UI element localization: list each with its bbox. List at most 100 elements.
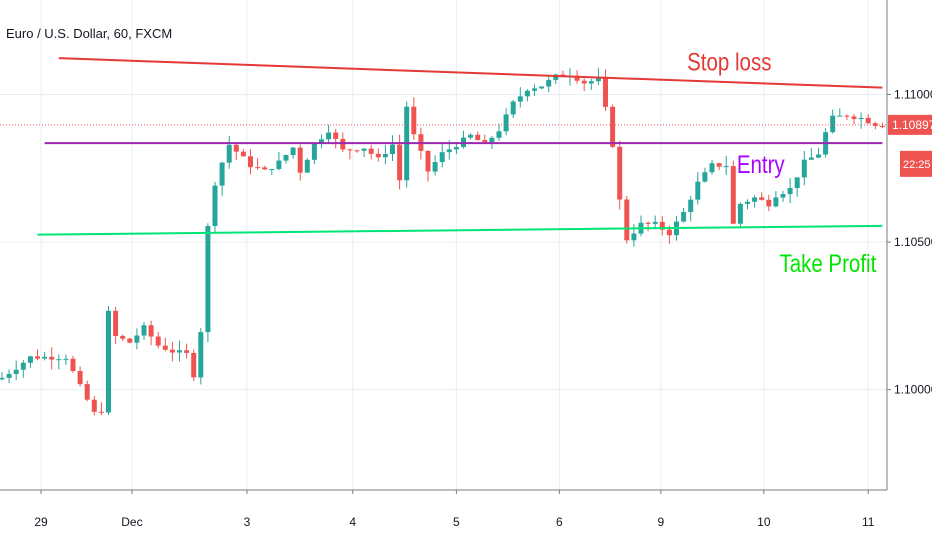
- candle-body: [652, 221, 658, 224]
- candle-body: [709, 163, 715, 173]
- candle-body: [581, 80, 587, 84]
- candle-body: [865, 117, 871, 124]
- candle-body: [42, 356, 48, 359]
- candle-body: [333, 132, 339, 139]
- candle-body: [631, 233, 637, 241]
- candle-body: [297, 147, 303, 173]
- candle-body: [91, 399, 97, 412]
- candle-body: [141, 325, 147, 336]
- candle-body: [752, 197, 758, 202]
- candle-body: [283, 155, 289, 161]
- candle-body: [546, 79, 552, 87]
- candle-body: [780, 194, 786, 198]
- candle-body: [248, 156, 253, 168]
- candle-body: [745, 201, 750, 204]
- candle-body: [837, 115, 843, 117]
- candle-body: [695, 181, 701, 200]
- candle-body: [98, 411, 104, 413]
- candle-body: [496, 131, 502, 138]
- candle-body: [432, 162, 438, 172]
- candle-body: [681, 211, 687, 222]
- candle-body: [730, 166, 736, 224]
- candle-body: [723, 166, 729, 168]
- candle-body: [801, 159, 807, 178]
- candle-body: [340, 138, 346, 150]
- chart-axes: 1.10000 1.10500 1.11000 29 Dec 3 4 5 6 9 10 11 1.108…: [0, 0, 932, 529]
- candle-body: [808, 157, 814, 160]
- x-tick-label: 10: [757, 515, 771, 529]
- candle-body: [354, 150, 360, 152]
- candle-body: [368, 148, 374, 154]
- candle-body: [63, 358, 69, 360]
- candle-body: [453, 147, 459, 150]
- x-tick-label: 29: [34, 515, 48, 529]
- candle-body: [794, 177, 800, 189]
- candle-body: [382, 154, 388, 158]
- candle-body: [510, 101, 516, 115]
- y-tick-label: 1.10500: [894, 235, 932, 249]
- candle-body: [787, 188, 793, 195]
- candle-body: [517, 96, 523, 102]
- candle-body: [716, 163, 722, 167]
- candle-body: [319, 139, 324, 144]
- candle-body: [489, 137, 495, 143]
- candle-body: [553, 74, 559, 80]
- candle-body: [666, 229, 672, 236]
- candle-body: [773, 197, 779, 207]
- candle-body: [27, 356, 33, 363]
- candle-body: [617, 146, 623, 200]
- countdown-label: 22:25: [903, 159, 931, 171]
- x-tick-label: 4: [349, 515, 356, 529]
- candle-body: [688, 199, 694, 212]
- candle-body: [347, 149, 353, 151]
- candle-body: [169, 349, 175, 353]
- candle-body: [645, 222, 651, 224]
- candle-body: [503, 114, 509, 132]
- candle-body: [759, 197, 765, 200]
- candle-body: [35, 356, 40, 359]
- candle-body: [482, 140, 488, 143]
- candle-body: [120, 335, 126, 339]
- chart-grid: [0, 0, 887, 490]
- candle-body: [702, 172, 708, 182]
- x-tick-label: 11: [862, 515, 875, 529]
- candle-body: [844, 115, 850, 117]
- x-tick-label: 3: [244, 515, 251, 529]
- candle-body: [148, 325, 154, 337]
- candle-body: [276, 160, 282, 169]
- x-tick-label: 9: [658, 515, 665, 529]
- last-price-label: 1.10897: [892, 118, 932, 132]
- candle-body: [879, 125, 885, 127]
- countdown-tag: [900, 150, 932, 177]
- last-price-tag: [888, 114, 932, 135]
- candle-body: [574, 75, 580, 81]
- candle-body: [191, 352, 197, 378]
- candle-body: [177, 350, 182, 353]
- candle-body: [212, 185, 218, 227]
- candle-body: [524, 90, 530, 97]
- candle-body: [290, 147, 296, 156]
- candle-body: [588, 81, 594, 84]
- candle-body: [127, 338, 133, 343]
- x-tick-label: 5: [453, 515, 460, 529]
- candle-body: [397, 144, 403, 181]
- candle-body: [304, 159, 310, 173]
- candle-body: [56, 359, 62, 361]
- candle-body: [851, 116, 857, 119]
- y-tick-label: 1.10000: [894, 383, 932, 397]
- candle-body: [255, 167, 261, 169]
- stop-loss-label: Stop loss: [687, 48, 771, 76]
- take-profit-label: Take Profit: [779, 249, 876, 277]
- entry-label: Entry: [737, 150, 785, 178]
- candle-body: [766, 199, 772, 207]
- candle-body: [269, 168, 275, 170]
- candle-body: [106, 310, 111, 413]
- candle-body: [0, 377, 5, 380]
- candle-body: [737, 203, 743, 224]
- candle-body: [624, 199, 630, 241]
- candle-body: [6, 374, 12, 378]
- candle-body: [134, 335, 140, 343]
- candle-body: [184, 350, 190, 353]
- candle-body: [532, 88, 537, 91]
